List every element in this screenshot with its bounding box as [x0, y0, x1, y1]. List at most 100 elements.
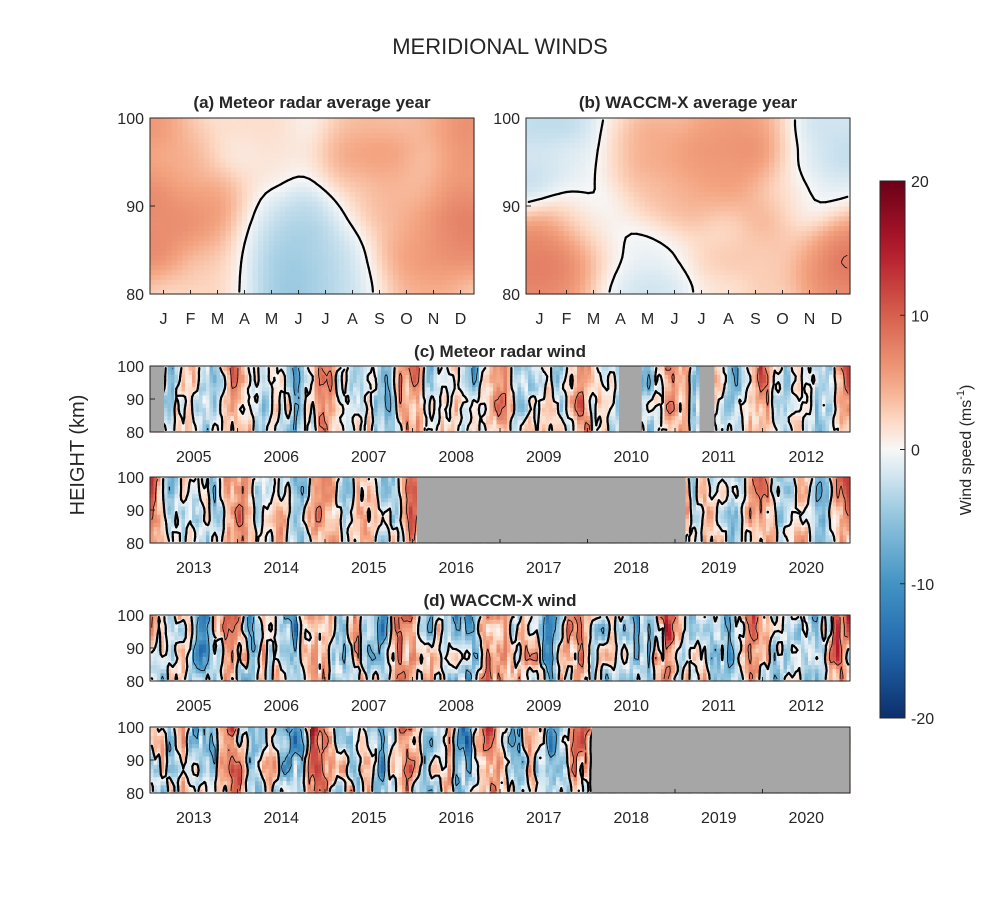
heatmap-cell: [252, 235, 259, 241]
heatmap-cell: [403, 235, 410, 241]
heatmap-cell: [644, 235, 651, 241]
heatmap-cell: [247, 147, 254, 153]
heatmap-cell: [677, 264, 684, 271]
heatmap-cell: [252, 142, 259, 148]
heatmap-cell: [344, 127, 351, 134]
heatmap-cell: [167, 390, 172, 396]
heatmap-cell: [174, 415, 179, 421]
heatmap-cell: [558, 284, 565, 290]
heatmap-cell: [160, 196, 167, 202]
heatmap-cell: [774, 240, 781, 246]
heatmap-cell: [263, 196, 270, 202]
heatmap-cell: [790, 279, 797, 285]
heatmap-cell: [188, 366, 193, 371]
heatmap-cell: [371, 235, 378, 241]
heatmap-cell: [258, 250, 264, 256]
heatmap-cell: [698, 118, 705, 124]
heatmap-cell: [812, 274, 819, 280]
heatmap-cell: [774, 215, 781, 222]
heatmap-cell: [206, 399, 211, 404]
heatmap-cell: [736, 206, 743, 212]
heatmap-cell: [709, 127, 716, 134]
heatmap-cell: [569, 152, 576, 158]
heatmap-cell: [688, 250, 694, 256]
heatmap-cell: [225, 225, 232, 232]
heatmap-cell: [823, 186, 829, 192]
heatmap-cell: [553, 152, 559, 158]
heatmap-cell: [828, 152, 835, 158]
heatmap-cell: [274, 259, 281, 266]
contour-segment: [313, 181, 318, 186]
heatmap-cell: [164, 411, 169, 417]
heatmap-cell: [828, 181, 835, 188]
heatmap-cell: [382, 122, 389, 129]
heatmap-cell: [558, 186, 565, 192]
heatmap-cell: [785, 162, 792, 168]
heatmap-cell: [844, 240, 851, 246]
heatmap-cell: [596, 171, 603, 178]
heatmap-cell: [193, 215, 200, 222]
heatmap-cell: [447, 147, 453, 153]
heatmap-cell: [833, 118, 840, 124]
heatmap-cell: [463, 220, 470, 227]
heatmap-cell: [563, 279, 570, 285]
heatmap-cell: [290, 254, 297, 261]
heatmap-cell: [425, 245, 432, 251]
heatmap-cell: [742, 254, 748, 261]
heatmap-cell: [828, 250, 835, 256]
heatmap-cell: [828, 215, 835, 222]
heatmap-cell: [704, 191, 711, 197]
heatmap-cell: [639, 284, 646, 290]
heatmap-cell: [241, 235, 248, 241]
heatmap-cell: [414, 171, 421, 178]
heatmap-cell: [769, 162, 775, 168]
heatmap-cell: [569, 210, 576, 217]
heatmap-cell: [236, 191, 243, 197]
heatmap-cell: [231, 127, 237, 134]
heatmap-cell: [536, 191, 543, 197]
heatmap-cell: [171, 274, 178, 280]
heatmap-cell: [585, 254, 592, 261]
heatmap-cell: [747, 225, 754, 232]
heatmap-cell: [209, 279, 216, 285]
heatmap-cell: [355, 181, 362, 188]
heatmap-cell: [214, 259, 221, 266]
heatmap-cell: [295, 279, 302, 285]
heatmap-cell: [644, 245, 651, 251]
heatmap-cell: [430, 162, 437, 168]
heatmap-cell: [339, 230, 345, 236]
heatmap-cell: [295, 215, 302, 222]
heatmap-cell: [355, 279, 362, 285]
heatmap-cell: [709, 181, 716, 188]
heatmap-cell: [312, 274, 318, 280]
heatmap-cell: [344, 201, 351, 207]
heatmap-cell: [234, 386, 239, 392]
heatmap-cell: [258, 254, 264, 261]
heatmap-cell: [322, 230, 329, 236]
heatmap-cell: [612, 289, 619, 295]
heatmap-cell: [322, 245, 329, 251]
heatmap-cell: [704, 259, 711, 266]
heatmap-cell: [230, 394, 235, 400]
heatmap-cell: [150, 118, 156, 124]
heatmap-cell: [682, 176, 689, 183]
heatmap-cell: [171, 186, 178, 192]
heatmap-cell: [623, 245, 630, 251]
heatmap-cell: [531, 176, 538, 183]
heatmap-cell: [569, 289, 576, 295]
heatmap-cell: [441, 137, 448, 144]
heatmap-cell: [617, 152, 624, 158]
heatmap-cell: [252, 147, 259, 153]
heatmap-cell: [704, 181, 711, 188]
heatmap-cell: [414, 289, 421, 295]
heatmap-cell: [844, 254, 851, 261]
heatmap-cell: [225, 279, 232, 285]
heatmap-cell: [752, 274, 759, 280]
heatmap-cell: [704, 269, 711, 276]
heatmap-cell: [160, 181, 167, 188]
heatmap-cell: [425, 235, 432, 241]
heatmap-cell: [747, 147, 754, 153]
heatmap-cell: [623, 152, 630, 158]
heatmap-cell: [823, 176, 829, 183]
heatmap-cell: [542, 274, 549, 280]
